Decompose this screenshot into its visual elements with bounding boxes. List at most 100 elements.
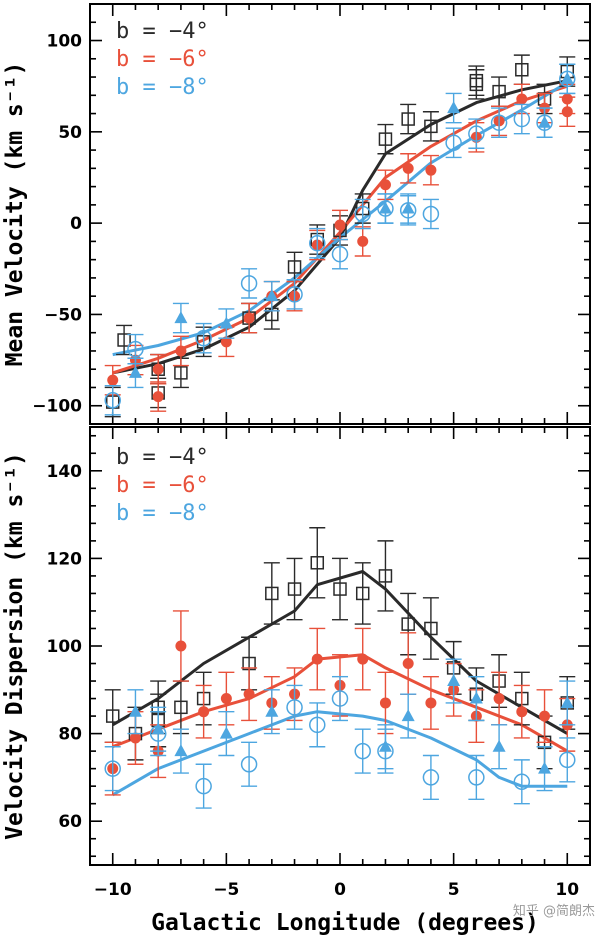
data-point-triangle [265,289,279,302]
data-point-filled-circle [402,658,414,670]
data-point-square [105,709,120,723]
data-point-filled-circle [152,363,164,375]
y-tick-label: 100 [47,637,83,657]
data-point-triangle [174,311,188,324]
data-point-square [174,366,188,380]
x-tick-label: −10 [94,880,132,900]
data-point-square [401,617,415,631]
plot-area [104,527,576,809]
data-point-filled-circle [220,336,232,348]
data-point-open-circle [104,760,121,777]
x-axis-title: Galactic Longitude (degrees) [151,910,539,936]
data-point-square [287,582,302,596]
y-axis-title: Mean Velocity (km s⁻¹) [2,62,28,367]
x-tick-label: −5 [213,880,239,900]
data-point-triangle [128,365,142,378]
data-point-filled-circle [243,312,255,324]
y-tick-label: −100 [32,397,82,417]
data-point-triangle [401,709,415,722]
watermark: 知乎 @简朗杰 [513,903,595,919]
data-point-triangle [128,704,142,717]
legend-entry: b = −4° [116,19,209,44]
data-point-open-circle [559,751,576,769]
data-point-filled-circle [425,697,437,709]
data-point-triangle [265,704,279,717]
data-point-filled-circle [175,640,187,652]
data-point-filled-circle [539,710,551,722]
data-point-triangle [401,201,415,214]
data-point-square [287,260,302,274]
panel-mean-velocity: −100 −50 0 50 100 Mean Velocity (km s⁻¹) b = −… [2,3,591,425]
data-point-open-circle [422,769,440,786]
data-point-square [117,333,131,347]
y-axis-title: Velocity Dispersion (km s⁻¹) [2,452,28,840]
data-point-filled-circle [243,688,255,700]
model-curve [112,79,568,375]
data-point-open-circle [127,340,144,358]
data-point-triangle [378,739,392,752]
y-tick-label: 60 [58,812,82,832]
y-tick-label: 50 [58,123,82,143]
data-point-filled-circle [198,706,210,718]
data-point-filled-circle [175,345,187,357]
data-point-square [424,119,438,134]
data-point-open-circle [354,205,371,223]
x-tick-label: 5 [448,880,460,900]
data-point-filled-circle [379,179,391,191]
data-point-filled-circle [379,697,391,709]
data-point-open-circle [309,716,326,734]
data-point-open-circle [331,690,349,707]
data-point-triangle [219,316,233,329]
data-point-square [378,569,393,583]
data-point-triangle [492,739,506,752]
data-point-open-circle [104,392,121,409]
x-tick-label: 0 [334,880,346,900]
data-point-square [174,700,188,715]
data-point-square [401,112,415,126]
data-point-open-circle [468,125,485,142]
data-point-triangle [469,691,483,704]
data-point-open-circle [240,756,258,773]
y-tick-label: 120 [47,549,83,569]
data-point-filled-circle [357,235,369,247]
model-curve [111,710,568,797]
data-point-triangle [151,722,165,735]
data-point-triangle [174,744,188,757]
data-point-filled-circle [402,162,414,174]
data-point-filled-circle [107,374,119,386]
data-point-filled-circle [152,391,164,403]
y-tick-label: 80 [58,725,82,745]
data-point-triangle [447,674,461,687]
data-point-filled-circle [516,93,528,105]
y-tick-label: −50 [44,305,82,325]
data-point-square [355,586,370,601]
data-point-open-circle [195,777,212,795]
data-point-open-circle [331,245,349,263]
legend-entry: b = −6° [116,473,209,498]
data-point-triangle [447,101,461,114]
data-point-triangle [538,115,552,128]
y-tick-label: 0 [70,214,82,234]
data-point-open-circle [195,329,212,347]
data-point-open-circle [286,286,303,303]
data-point-triangle [538,761,552,774]
panel-velocity-dispersion: −10 −5 0 5 10 60 80 100 120 140 Velocity Dispersio… [2,426,591,900]
legend-entry: b = −6° [116,47,209,72]
data-point-open-circle [354,742,371,760]
data-point-square [424,621,438,636]
data-point-square [378,132,393,146]
data-point-filled-circle [220,693,232,705]
data-point-filled-circle [334,219,346,231]
legend-entry: b = −8° [116,75,209,100]
data-point-filled-circle [129,732,141,744]
data-point-square [515,62,529,77]
y-tick-label: 100 [47,32,83,52]
data-point-square [333,582,347,596]
x-tick-label: 10 [555,880,579,900]
legend-entry: b = −8° [116,501,209,526]
data-point-square [469,77,484,92]
data-point-triangle [560,71,574,84]
data-point-open-circle [513,110,531,128]
data-point-triangle [378,201,392,214]
